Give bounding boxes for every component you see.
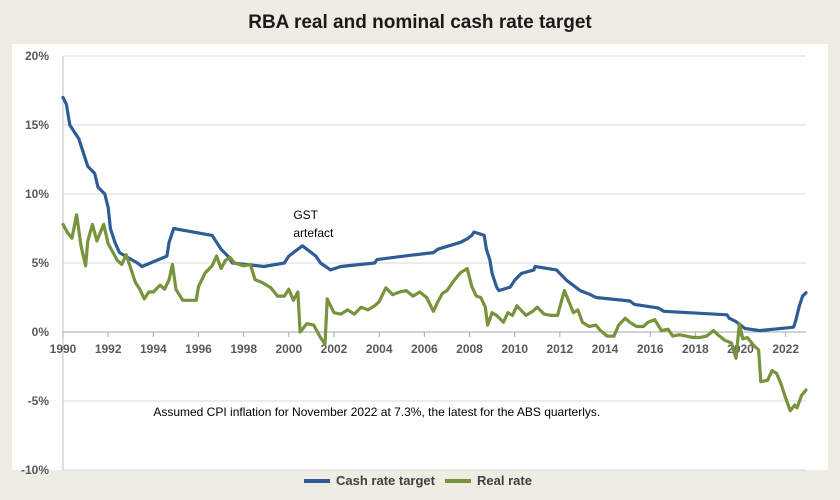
y-tick-label: -10% xyxy=(21,463,49,477)
series-line-cash-rate-target xyxy=(61,95,808,333)
x-tick-label: 1990 xyxy=(50,342,77,356)
series-line-real-rate xyxy=(61,213,808,413)
x-tick-label: 2006 xyxy=(411,342,438,356)
y-tick-label: -5% xyxy=(28,394,50,408)
annotation-text: artefact xyxy=(293,226,334,240)
x-tick-label: 1994 xyxy=(140,342,167,356)
annotation-text: Assumed CPI inflation for November 2022 … xyxy=(153,405,600,419)
x-tick-label: 2002 xyxy=(321,342,348,356)
x-tick-label: 2004 xyxy=(366,342,393,356)
y-tick-label: 5% xyxy=(32,256,50,270)
x-tick-label: 1996 xyxy=(185,342,212,356)
x-tick-label: 2018 xyxy=(682,342,709,356)
legend: Cash rate target Real rate xyxy=(304,473,532,488)
x-tick-label: 2022 xyxy=(772,342,799,356)
y-tick-label: 15% xyxy=(25,118,49,132)
legend-label: Real rate xyxy=(477,473,532,488)
x-axis: 1990 1992 1994 1996 1998 2000 2002 2004 2006 2008… xyxy=(50,331,806,356)
chart-title: RBA real and nominal cash rate target xyxy=(248,12,592,33)
x-tick-label: 1998 xyxy=(230,342,257,356)
x-tick-label: 2008 xyxy=(456,342,483,356)
x-tick-label: 2012 xyxy=(546,342,573,356)
x-tick-label: 1992 xyxy=(95,342,122,356)
y-tick-label: 20% xyxy=(25,49,49,63)
legend-label: Cash rate target xyxy=(336,473,436,488)
x-tick-label: 2000 xyxy=(275,342,302,356)
y-tick-label: 0% xyxy=(32,325,50,339)
plot-area-background xyxy=(12,44,828,470)
y-axis: 20% 15% 10% 5% 0% -5% -10% xyxy=(21,49,64,477)
x-tick-label: 2010 xyxy=(501,342,528,356)
series-layer xyxy=(61,95,808,413)
y-tick-label: 10% xyxy=(25,187,49,201)
annotation-text: GST xyxy=(293,208,318,222)
x-tick-label: 2016 xyxy=(637,342,664,356)
annotations: GST artefact Assumed CPI inflation for Nov… xyxy=(153,208,600,419)
x-tick-label: 2014 xyxy=(592,342,619,356)
